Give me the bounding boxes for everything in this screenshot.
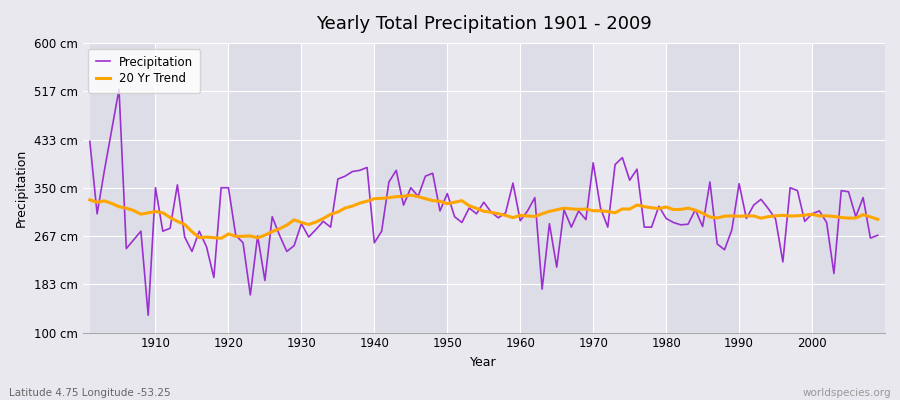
20 Yr Trend (872, 217, 883, 222)
20 Yr Trend (310, 220, 321, 224)
Bar (520, 43, 593, 332)
Precipitation (617, 155, 628, 160)
20 Yr Trend (355, 201, 365, 206)
20 Yr Trend (85, 198, 95, 202)
Precipitation (362, 165, 373, 170)
Text: worldspecies.org: worldspecies.org (803, 388, 891, 398)
Bar (374, 43, 447, 332)
Precipitation (85, 139, 95, 144)
Bar (229, 43, 302, 332)
20 Yr Trend (522, 214, 533, 218)
Precipitation (318, 219, 328, 224)
Precipitation (529, 195, 540, 200)
20 Yr Trend (529, 214, 540, 219)
Bar (593, 43, 666, 332)
20 Yr Trend (216, 236, 227, 241)
Precipitation (522, 208, 533, 213)
Bar (812, 43, 885, 332)
Text: Latitude 4.75 Longitude -53.25: Latitude 4.75 Longitude -53.25 (9, 388, 171, 398)
Legend: Precipitation, 20 Yr Trend: Precipitation, 20 Yr Trend (88, 49, 201, 92)
Precipitation (143, 313, 154, 318)
Line: 20 Yr Trend: 20 Yr Trend (90, 195, 878, 238)
Bar (156, 43, 229, 332)
Precipitation (158, 229, 168, 234)
Bar (447, 43, 520, 332)
20 Yr Trend (405, 193, 416, 198)
X-axis label: Year: Year (471, 356, 497, 369)
Title: Yearly Total Precipitation 1901 - 2009: Yearly Total Precipitation 1901 - 2009 (316, 15, 652, 33)
20 Yr Trend (617, 206, 628, 211)
Bar (302, 43, 374, 332)
Bar (90, 43, 156, 332)
Precipitation (113, 87, 124, 92)
Bar (739, 43, 812, 332)
Y-axis label: Precipitation: Precipitation (15, 149, 28, 227)
Bar (666, 43, 739, 332)
Precipitation (872, 233, 883, 238)
20 Yr Trend (143, 210, 154, 215)
Line: Precipitation: Precipitation (90, 89, 878, 315)
